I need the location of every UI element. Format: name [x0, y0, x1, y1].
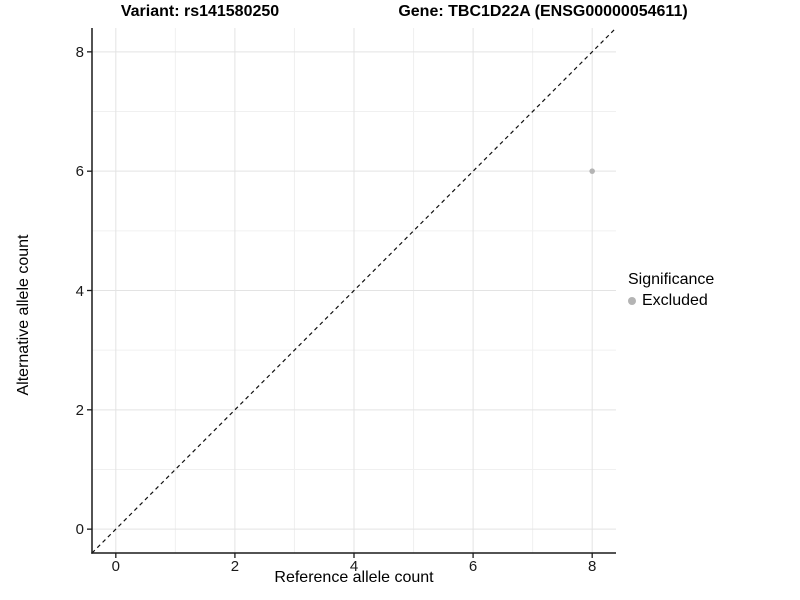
x-tick-label: 6 — [468, 558, 478, 575]
x-tick-label: 0 — [111, 558, 120, 575]
y-tick-label: 8 — [75, 43, 84, 61]
y-axis-title: Alternative allele count — [15, 234, 32, 396]
y-tick-label: 4 — [75, 282, 84, 300]
x-tick-label: 4 — [349, 558, 359, 575]
legend: Significance Excluded — [628, 271, 714, 310]
y-tick-label: 2 — [75, 401, 84, 419]
legend-title: Significance — [628, 271, 715, 288]
data-point — [589, 168, 595, 174]
legend-item: Excluded — [628, 292, 714, 310]
variant-title: Variant: rs141580250 — [120, 3, 280, 20]
y-tick-label: 6 — [75, 163, 84, 181]
legend-items: Excluded — [628, 292, 714, 310]
legend-item-label: Excluded — [642, 292, 708, 309]
x-axis-title: Reference allele count — [274, 569, 434, 586]
x-tick-label: 8 — [588, 558, 597, 575]
gene-title: Gene: TBC1D22A (ENSG00000054611) — [398, 3, 688, 20]
legend-point-icon — [628, 297, 636, 305]
identity-reference-line — [91, 27, 617, 554]
x-tick-label: 2 — [230, 558, 240, 575]
y-tick-label: 0 — [75, 521, 84, 539]
